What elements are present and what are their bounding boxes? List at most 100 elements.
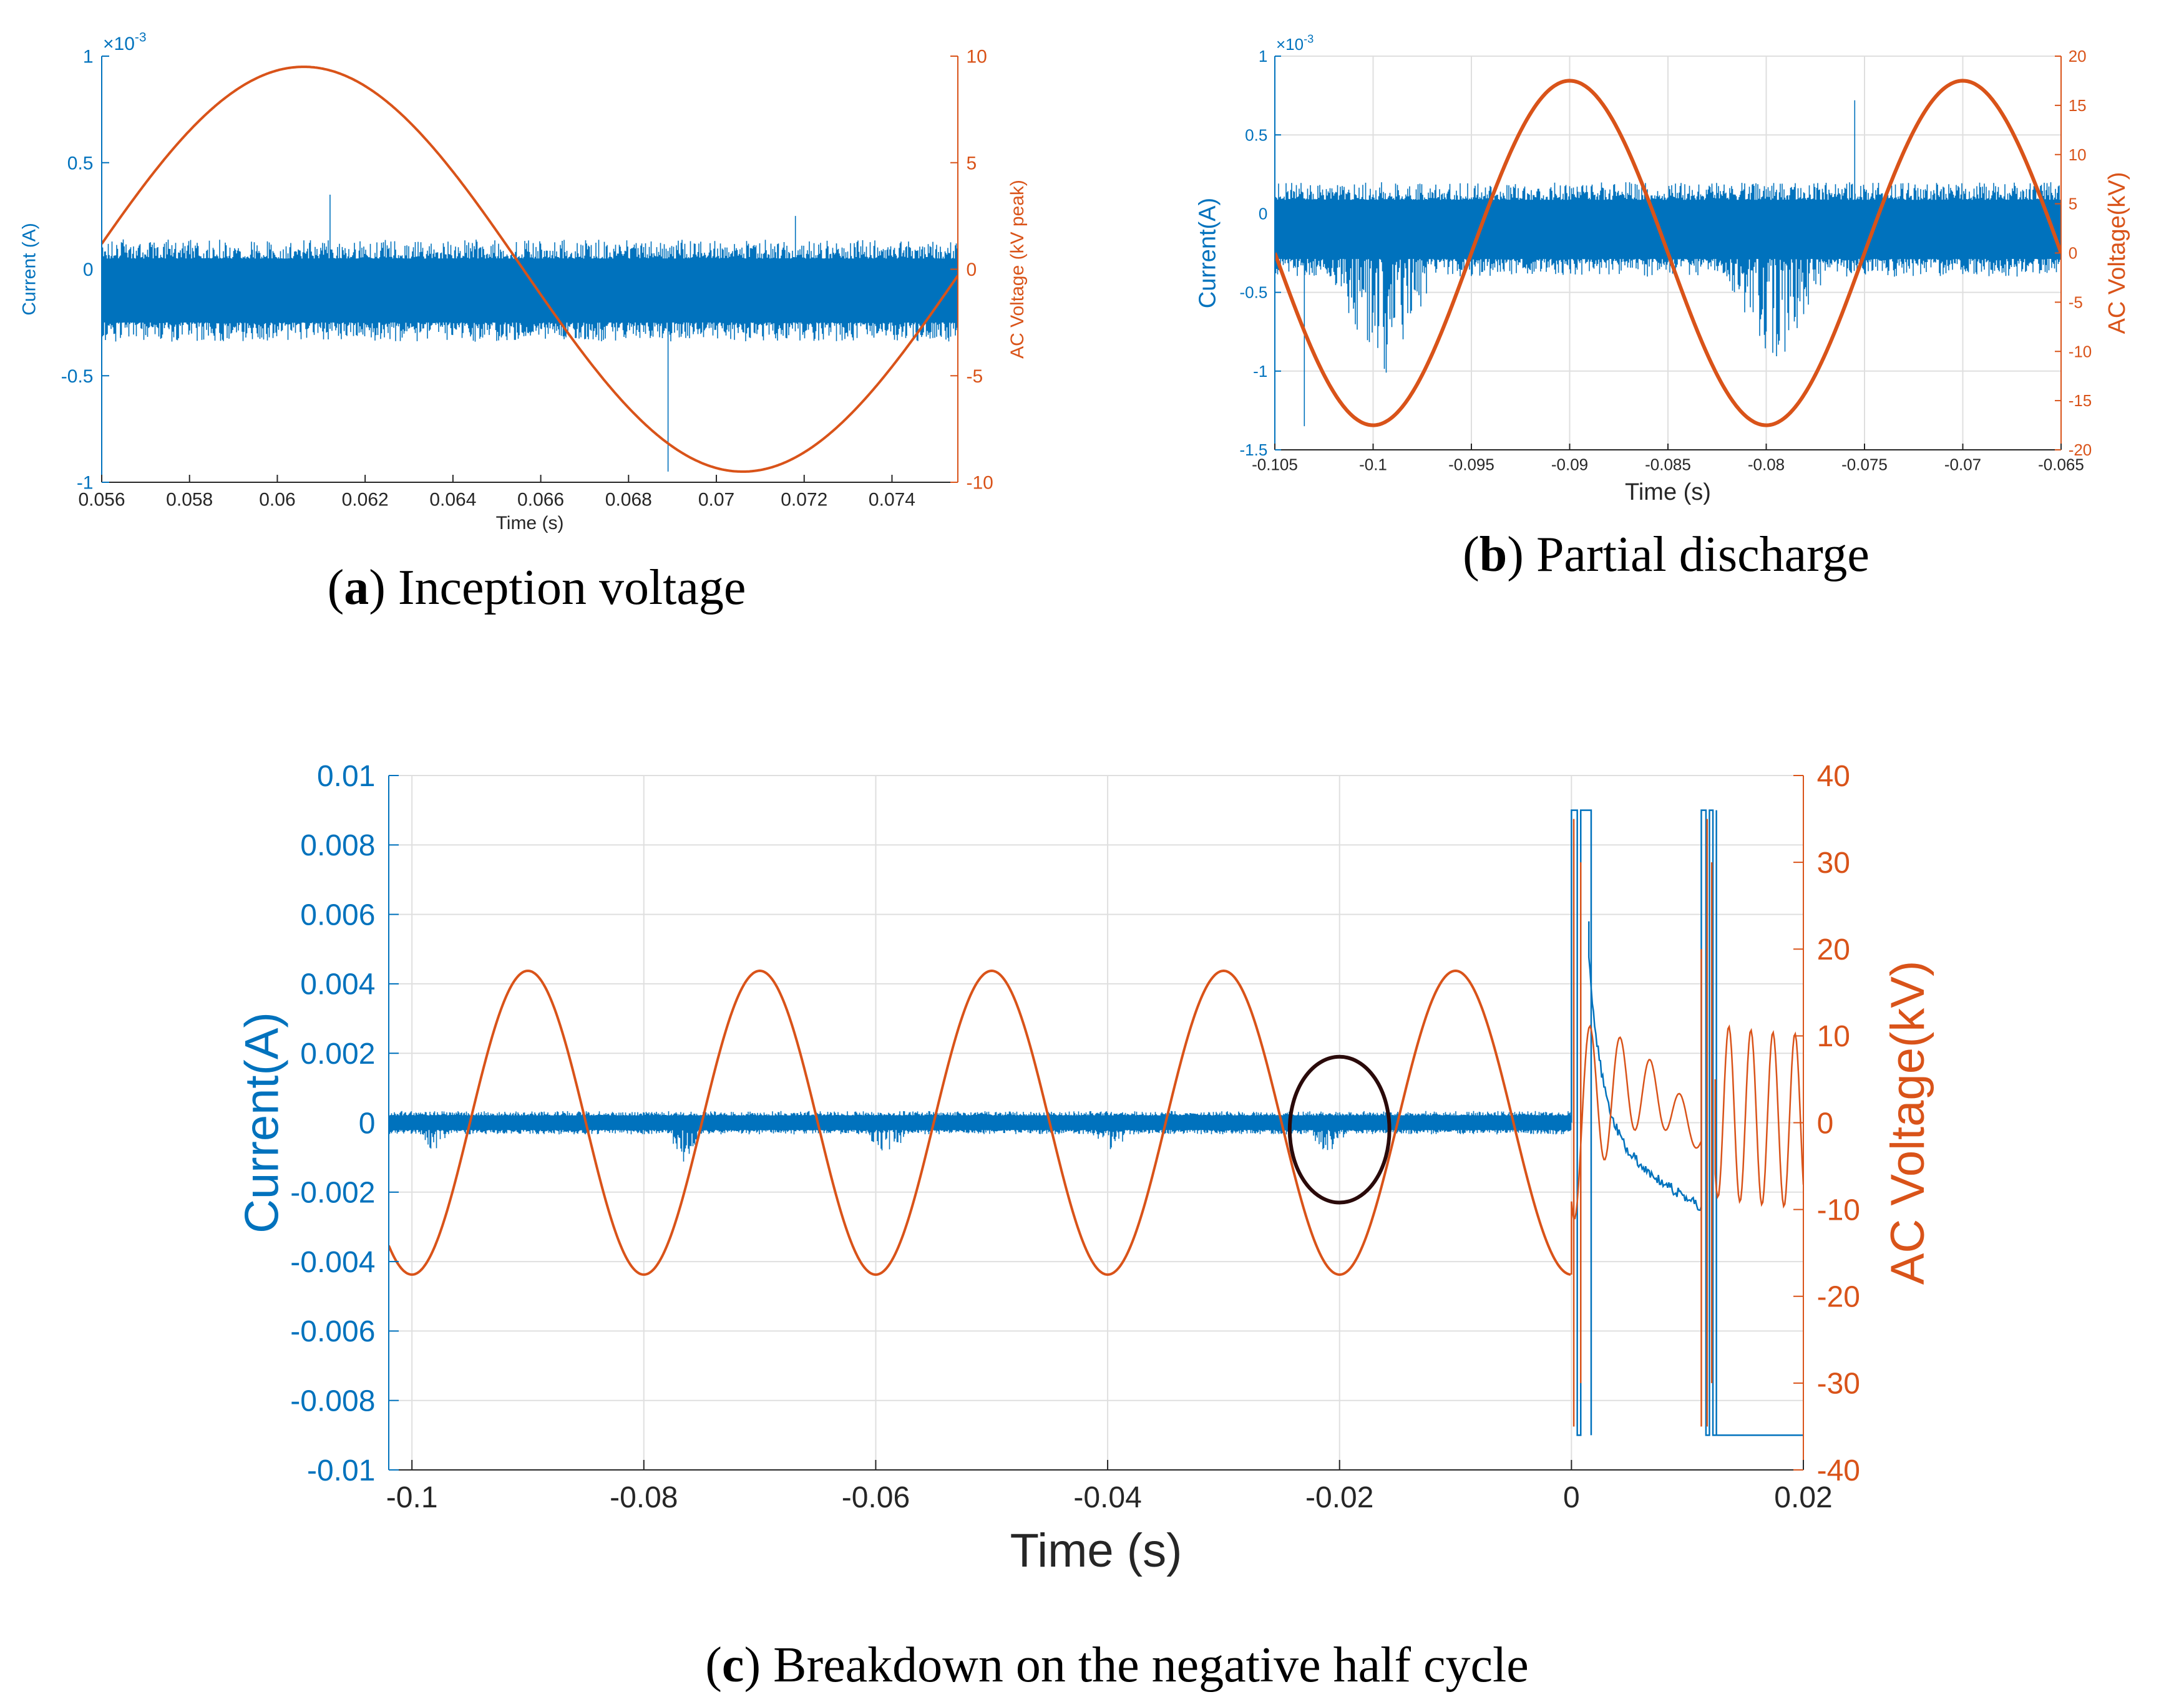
x-tick-label: 0.064 — [429, 490, 476, 510]
right-y-tick-label: -10 — [967, 473, 993, 494]
voltage-series — [389, 819, 1803, 1427]
left-axis-exponent-power: -3 — [1304, 32, 1314, 45]
right-y-tick-label: -20 — [2069, 440, 2092, 459]
x-axis-label: Time (s) — [496, 513, 564, 533]
voltage-trace — [102, 66, 958, 473]
right-y-tick-label: 40 — [1817, 760, 1850, 793]
left-y-tick-label: -1.5 — [1239, 440, 1267, 459]
right-y-tick-label: -20 — [1817, 1281, 1860, 1314]
caption-b-label: b — [1480, 527, 1508, 582]
x-tick-label: 0.072 — [781, 490, 827, 510]
x-axis-label: Time (s) — [1010, 1524, 1182, 1577]
left-y-tick-label: -0.5 — [61, 366, 94, 387]
current-trace — [1275, 100, 2061, 427]
left-axis-exponent: ×10-3 — [103, 31, 147, 55]
right-y-tick-label: 0 — [967, 260, 977, 280]
right-y-tick-label: 30 — [1817, 847, 1850, 880]
x-tick-label: -0.1 — [386, 1481, 438, 1514]
x-tick-label: -0.04 — [1073, 1481, 1141, 1514]
x-tick-label: -0.07 — [1944, 455, 1981, 474]
right-y-tick-label: 0 — [2069, 244, 2077, 263]
left-y-tick-label: -0.004 — [290, 1246, 375, 1279]
caption-a-text: ) Inception voltage — [369, 560, 746, 615]
chart-b-partial-discharge: -0.105 -0.1 -0.095 -0.09 -0.085 -0.08 -0.075 -0… — [1195, 32, 2130, 505]
left-y-tick-label: 0.008 — [300, 829, 375, 862]
right-y-tick-label: 5 — [2069, 195, 2077, 213]
caption-c: (c) Breakdown on the negative half cycle — [705, 1638, 1528, 1693]
voltage-breakdown-trace — [1571, 819, 1803, 1427]
right-y-tick-label: 20 — [1817, 933, 1850, 966]
left-y-tick-label: 0 — [83, 260, 94, 280]
x-tick-label: 0.074 — [869, 490, 915, 510]
x-tick-label: 0.066 — [517, 490, 564, 510]
right-axis-label: AC Voltage(kV) — [2104, 172, 2130, 334]
left-y-tick-label: -0.01 — [307, 1454, 375, 1487]
x-tick-label: 0.058 — [166, 490, 213, 510]
left-axis-exponent: ×10-3 — [1276, 32, 1314, 54]
x-tick-label: -0.1 — [1359, 455, 1387, 474]
left-y-tick-label: 0.01 — [317, 760, 375, 793]
x-tick-label: -0.095 — [1448, 455, 1494, 474]
right-y-tick-label: -30 — [1817, 1368, 1860, 1401]
right-y-tick-label: 10 — [1817, 1020, 1850, 1053]
x-tick-label: -0.105 — [1252, 455, 1298, 474]
voltage-series — [1275, 79, 2061, 427]
x-tick-label: -0.09 — [1551, 455, 1588, 474]
x-tick-label: 0.02 — [1774, 1481, 1832, 1514]
current-series — [102, 195, 958, 472]
voltage-trace — [1275, 79, 2061, 427]
left-y-tick-label: 0.5 — [1245, 125, 1267, 144]
caption-b-text: ) Partial discharge — [1507, 527, 1870, 582]
right-y-tick-label: -5 — [2069, 293, 2083, 311]
left-y-tick-label: 1 — [83, 47, 94, 67]
left-y-tick-label: -0.006 — [290, 1315, 375, 1348]
chart-c-breakdown: -0.1 -0.08 -0.06 -0.04 -0.02 0 0.02 -0.01 -0.008… — [236, 760, 1935, 1577]
right-y-tick-label: 10 — [2069, 145, 2087, 164]
right-y-tick-label: 0 — [1817, 1107, 1834, 1140]
current-series — [389, 809, 1803, 1436]
right-y-tick-label: -10 — [2069, 342, 2092, 361]
left-axis-label: Current(A) — [1195, 198, 1221, 308]
left-y-tick-label: 0.006 — [300, 898, 375, 931]
left-y-tick-label: 0.5 — [67, 153, 94, 173]
chart-a-inception-voltage: 0.056 0.058 0.06 0.062 0.064 0.066 0.068 0.07 0.… — [19, 31, 1028, 534]
left-axis-label: Current (A) — [19, 223, 40, 315]
caption-b: (b) Partial discharge — [1463, 527, 1870, 582]
x-axis-label: Time (s) — [1625, 479, 1711, 505]
left-y-tick-label: 1 — [1259, 47, 1267, 66]
current-breakdown-trace — [1571, 809, 1803, 1436]
left-axis-exponent-power: -3 — [135, 31, 147, 45]
current-trace — [102, 195, 958, 472]
left-y-tick-label: 0 — [359, 1107, 376, 1140]
voltage-series — [102, 66, 958, 473]
x-tick-label: -0.06 — [842, 1481, 910, 1514]
left-axis-label: Current(A) — [236, 1012, 289, 1233]
x-tick-label: -0.085 — [1645, 455, 1691, 474]
left-y-tick-label: -0.002 — [290, 1177, 375, 1210]
left-y-tick-label: -0.008 — [290, 1385, 375, 1418]
caption-c-label: c — [722, 1638, 744, 1693]
right-axis-label: AC Voltage (kV peak) — [1007, 180, 1028, 359]
right-y-tick-label: 10 — [967, 47, 987, 67]
x-tick-label: -0.02 — [1305, 1481, 1373, 1514]
left-y-tick-label: -1 — [77, 473, 94, 494]
left-y-tick-label: -1 — [1253, 362, 1267, 381]
x-tick-label: -0.065 — [2038, 455, 2084, 474]
left-y-tick-label: -0.5 — [1239, 283, 1267, 302]
x-tick-label: 0.068 — [605, 490, 652, 510]
right-y-tick-label: 5 — [967, 153, 977, 173]
x-tick-label: -0.075 — [1841, 455, 1888, 474]
right-y-tick-label: 20 — [2069, 47, 2087, 66]
x-tick-label: 0.06 — [259, 490, 295, 510]
caption-a: (a) Inception voltage — [328, 560, 746, 615]
voltage-trace — [389, 969, 1571, 1276]
x-tick-label: 0 — [1563, 1481, 1580, 1514]
x-tick-label: -0.08 — [610, 1481, 678, 1514]
current-series — [1275, 100, 2061, 427]
x-tick-label: -0.08 — [1748, 455, 1785, 474]
right-y-tick-label: -15 — [2069, 391, 2092, 410]
right-axis-label: AC Voltage(kV) — [1881, 961, 1934, 1285]
right-y-tick-label: -5 — [967, 366, 983, 387]
caption-c-text: ) Breakdown on the negative half cycle — [744, 1638, 1528, 1693]
